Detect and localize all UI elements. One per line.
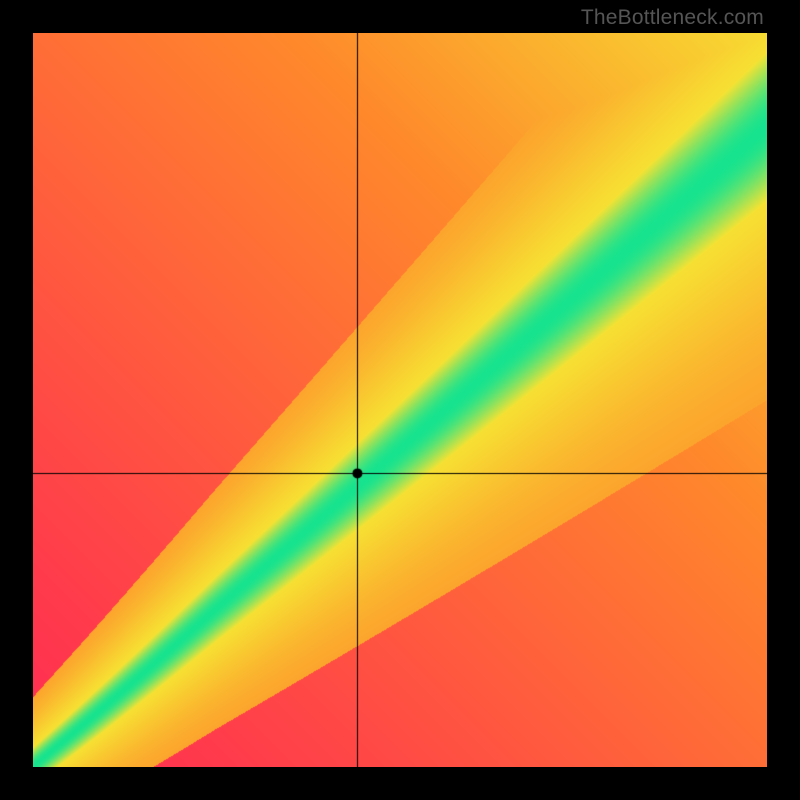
crosshair-overlay	[33, 33, 767, 767]
plot-frame	[33, 33, 767, 767]
watermark-text: TheBottleneck.com	[581, 6, 764, 30]
root-container: TheBottleneck.com	[0, 0, 800, 800]
